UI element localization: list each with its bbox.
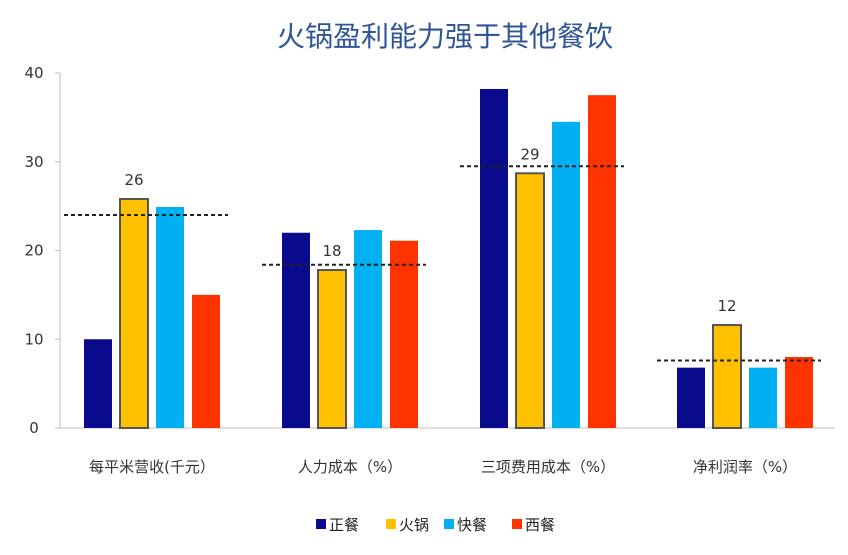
bar [785,357,813,428]
bar [552,121,580,428]
legend-swatch [512,519,522,529]
legend-swatch [444,519,454,529]
y-tick-label: 30 [24,153,43,171]
data-labels: 26 18 29 12 [124,145,736,315]
bar [317,269,347,429]
category-label: 净利润率（%） [693,458,797,476]
y-tick-label: 40 [24,64,43,82]
bar [515,172,545,429]
legend-label: 快餐 [457,516,487,534]
bar [390,240,418,428]
category-labels: 每平米营收(千元） 人力成本（%） 三项费用成本（%） 净利润率（%） [89,458,797,476]
legend: 正餐 火锅 快餐 西餐 [316,516,555,534]
data-label: 18 [322,242,341,260]
bar [712,324,742,429]
legend-label: 西餐 [525,516,555,534]
bar [677,367,705,428]
y-tick-label: 0 [29,419,39,437]
legend-swatch [386,519,396,529]
bars [84,88,813,429]
bar [119,198,149,429]
y-ticks: 0 10 20 30 40 [24,64,60,437]
bar [156,207,184,428]
bar [192,294,220,428]
y-tick-label: 20 [24,242,43,260]
bar [354,230,382,428]
bar [480,88,508,428]
bar [588,95,616,428]
reference-lines [64,165,821,362]
data-label: 29 [520,145,539,163]
legend-swatch [316,519,326,529]
y-tick-label: 10 [24,330,43,348]
legend-label: 正餐 [329,516,359,534]
legend-label: 火锅 [399,516,429,534]
bar [84,339,112,428]
category-label: 每平米营收(千元） [89,458,215,476]
data-label: 12 [717,297,736,315]
bar [749,367,777,428]
category-label: 三项费用成本（%） [481,458,615,476]
bar [282,232,310,428]
data-label: 26 [124,171,143,189]
category-label: 人力成本（%） [298,458,402,476]
chart-title: 火锅盈利能力强于其他餐饮 [277,20,613,53]
